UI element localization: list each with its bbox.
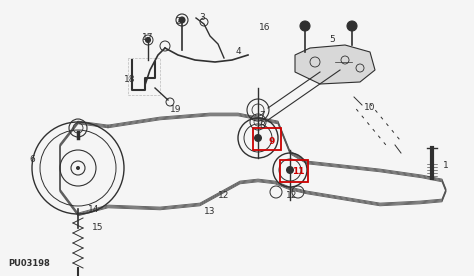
- Text: 7: 7: [259, 112, 265, 121]
- Text: 12: 12: [219, 192, 230, 200]
- Circle shape: [146, 38, 151, 43]
- Text: 17: 17: [142, 33, 154, 43]
- Text: 18: 18: [124, 76, 136, 84]
- Text: 16: 16: [259, 23, 271, 33]
- Text: 8: 8: [259, 121, 265, 131]
- Text: 10: 10: [364, 104, 376, 113]
- Circle shape: [76, 166, 80, 170]
- Text: 4: 4: [235, 47, 241, 57]
- Circle shape: [254, 134, 262, 142]
- Text: 13: 13: [204, 208, 216, 216]
- Text: 15: 15: [92, 224, 104, 232]
- Text: 5: 5: [329, 36, 335, 44]
- Circle shape: [347, 21, 357, 31]
- Text: 19: 19: [170, 105, 182, 115]
- Text: 2: 2: [175, 17, 181, 26]
- Text: 9: 9: [269, 137, 275, 147]
- Polygon shape: [295, 45, 375, 84]
- Circle shape: [300, 21, 310, 31]
- Text: 11: 11: [292, 168, 304, 176]
- Text: 12: 12: [286, 192, 298, 200]
- Text: 3: 3: [199, 14, 205, 23]
- Text: 14: 14: [88, 206, 100, 214]
- Circle shape: [286, 166, 294, 174]
- Text: 6: 6: [29, 155, 35, 164]
- Text: PU03198: PU03198: [8, 259, 50, 268]
- Circle shape: [179, 17, 185, 23]
- Text: 1: 1: [443, 161, 449, 169]
